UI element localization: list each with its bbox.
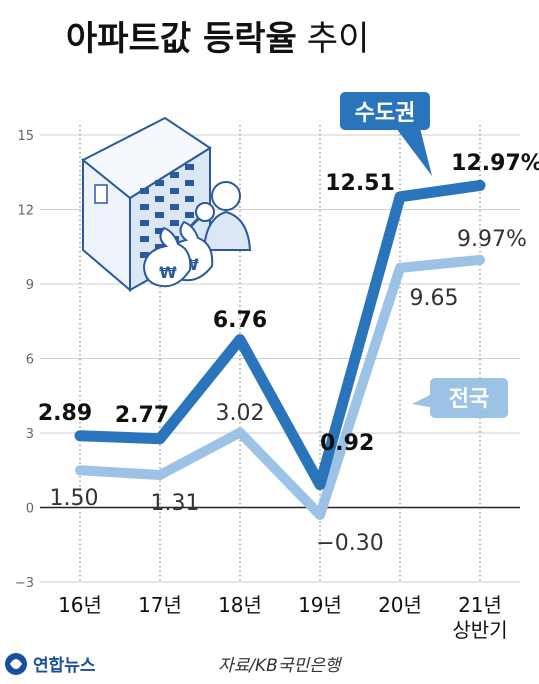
legend-badge-nationwide-label: 전국 bbox=[449, 387, 489, 412]
data-label-seoul-metro: 2.89 bbox=[38, 401, 92, 426]
y-tick-label: 3 bbox=[26, 427, 34, 442]
x-tick-label: 20년 bbox=[378, 593, 422, 617]
x-tick-label: 16년 bbox=[58, 593, 102, 617]
footer-logo-text: 연합뉴스 bbox=[33, 655, 96, 676]
y-tick-label: 9 bbox=[26, 278, 34, 293]
series-line-nationwide bbox=[75, 254, 485, 520]
y-tick-label: −3 bbox=[15, 576, 34, 591]
data-label-nationwide: 9.65 bbox=[410, 286, 459, 311]
series-line-seoul-metro bbox=[74, 179, 486, 491]
chart-title-sub: 추이 bbox=[307, 19, 370, 59]
x-tick-label: 17년 bbox=[138, 593, 182, 617]
data-label-nationwide: 9.97% bbox=[457, 227, 527, 252]
data-label-nationwide: 1.50 bbox=[50, 486, 99, 511]
data-label-seoul-metro: 2.77 bbox=[115, 403, 169, 428]
data-label-nationwide: 1.31 bbox=[151, 491, 200, 516]
data-label-seoul-metro: 12.97% bbox=[451, 151, 539, 176]
data-label-seoul-metro: 0.92 bbox=[320, 431, 374, 456]
chart-title-main: 아파트값 등락율 bbox=[66, 19, 297, 59]
footer-source: 자료/KB국민은행 bbox=[218, 656, 343, 676]
x-tick-label: 19년 bbox=[298, 593, 342, 617]
y-tick-label: 12 bbox=[17, 204, 34, 219]
x-tick-label: 상반기 bbox=[452, 618, 507, 642]
legend-badge-seoul-metro-label: 수도권 bbox=[355, 101, 416, 126]
legend-badge-seoul-metro: 수도권 bbox=[340, 92, 432, 176]
x-tick-label: 21년 bbox=[458, 593, 502, 617]
svg-text:₩: ₩ bbox=[159, 263, 177, 282]
data-label-seoul-metro: 12.51 bbox=[325, 171, 395, 196]
data-label-nationwide: 3.02 bbox=[216, 401, 265, 426]
y-tick-label: 15 bbox=[17, 129, 34, 144]
series-lines bbox=[74, 179, 486, 520]
chart-title: 아파트값 등락율 추이 bbox=[66, 19, 369, 59]
footer-logo: 연합뉴스 bbox=[5, 653, 96, 676]
apartment-building-illustration: ₩ ₩ bbox=[81, 116, 252, 293]
x-tick-label: 18년 bbox=[218, 593, 262, 617]
data-label-seoul-metro: 6.76 bbox=[213, 308, 267, 333]
y-tick-label: 6 bbox=[26, 353, 34, 368]
y-tick-labels: −3 0 3 6 9 12 15 bbox=[15, 129, 34, 591]
data-label-nationwide: −0.30 bbox=[316, 531, 383, 556]
legend-badge-nationwide: 전국 bbox=[412, 378, 508, 418]
y-tick-label: 0 bbox=[26, 502, 34, 517]
data-labels: 2.89 2.77 6.76 0.92 12.51 12.97% 1.50 1.31 3.02 −… bbox=[38, 151, 539, 556]
